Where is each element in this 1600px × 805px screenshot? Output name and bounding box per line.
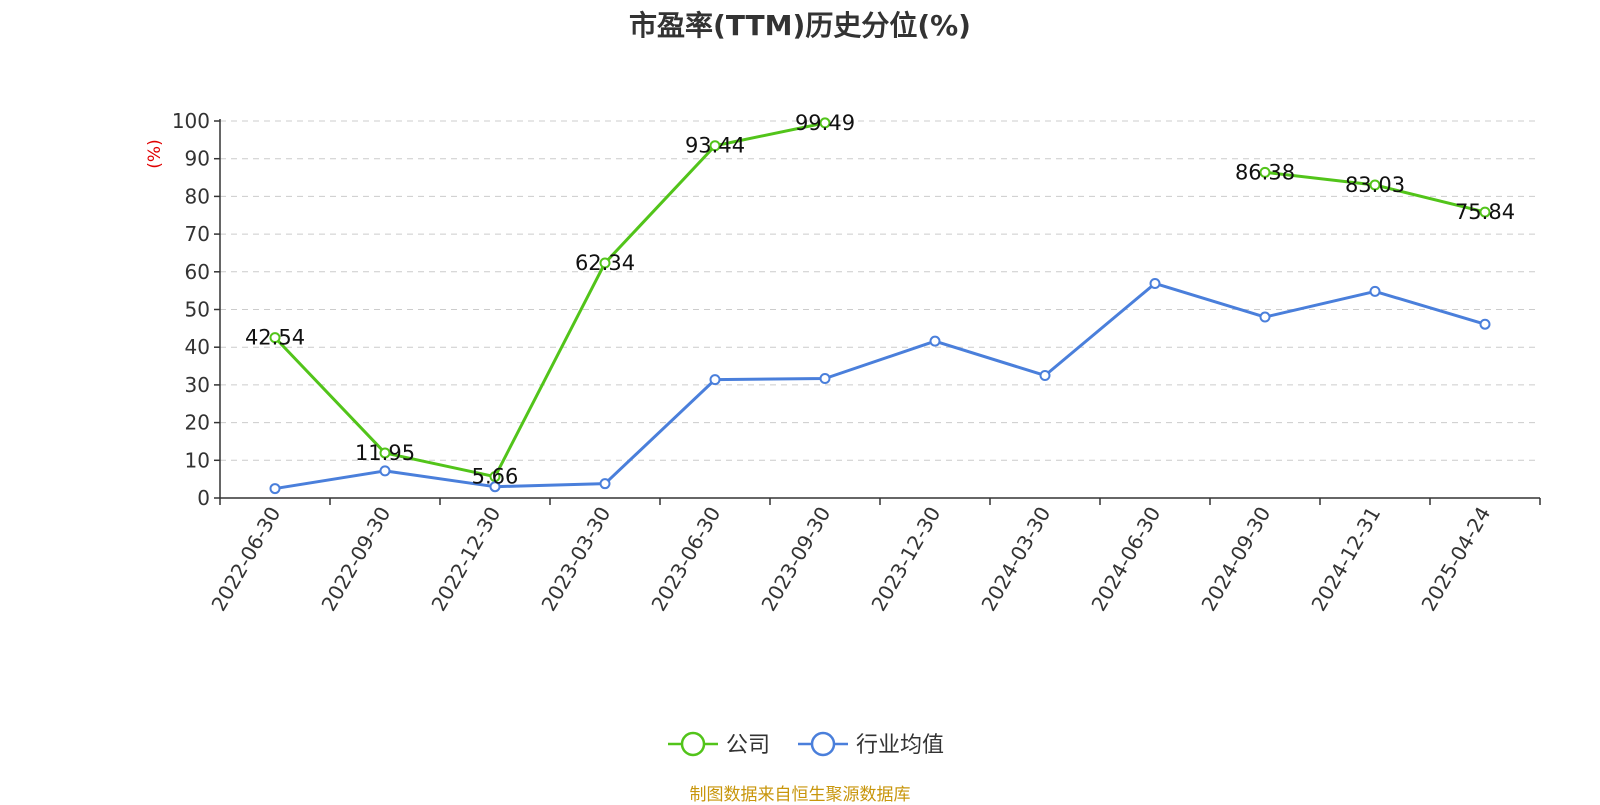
x-tick-label: 2024-03-30 — [976, 503, 1055, 616]
legend: 公司 行业均值 — [668, 731, 944, 758]
data-point — [819, 372, 831, 384]
data-point — [1479, 206, 1491, 218]
y-tick-label: 100 — [172, 109, 210, 133]
grid-lines — [220, 120, 1540, 461]
data-labels: 42.54 11.95 5.66 62.34 93.44 99.49 86.38 83.03 7… — [245, 111, 1515, 489]
y-tick-label: 80 — [185, 184, 210, 208]
chart-title: 市盈率(TTM)历史分位(%) — [629, 9, 971, 42]
series-layer — [269, 117, 1491, 495]
source-footnote: 制图数据来自恒生聚源数据库 — [689, 785, 911, 805]
data-point — [599, 257, 611, 269]
x-tick-label: 2024-06-30 — [1086, 503, 1165, 616]
legend-marker — [680, 731, 706, 757]
x-tick-label: 2023-03-30 — [536, 503, 615, 616]
data-point — [379, 465, 391, 477]
data-label: 62.34 — [575, 251, 635, 275]
legend-label: 公司 — [726, 733, 770, 758]
series-line — [273, 121, 826, 479]
data-label: 93.44 — [685, 134, 745, 158]
data-point — [379, 447, 391, 459]
legend-item: 公司 — [668, 731, 770, 758]
data-label: 5.66 — [472, 465, 519, 489]
data-point — [1259, 166, 1271, 178]
y-tick-label: 0 — [197, 486, 210, 510]
x-tick-label: 2022-12-30 — [426, 503, 505, 616]
legend-item: 行业均值 — [798, 731, 944, 758]
data-point — [489, 471, 501, 483]
data-point — [269, 483, 281, 495]
x-tick-labels: 2022-06-30 2022-09-30 2022-12-30 2023-03-30… — [206, 503, 1495, 616]
y-tick-label: 40 — [185, 335, 210, 359]
x-tick-label: 2024-09-30 — [1196, 503, 1275, 616]
axes — [214, 119, 1541, 505]
data-point — [819, 117, 831, 129]
data-label: 83.03 — [1345, 173, 1405, 197]
data-label: 11.95 — [355, 441, 415, 465]
y-tick-labels: 0 10 20 30 40 50 60 70 80 90 100 — [172, 109, 210, 510]
series-line — [274, 281, 1486, 491]
series-industry-average — [269, 277, 1491, 495]
x-tick-label: 2025-04-24 — [1416, 503, 1495, 616]
data-point — [1039, 369, 1051, 381]
x-tick-label: 2022-09-30 — [316, 503, 395, 616]
data-point — [709, 140, 721, 152]
data-label: 42.54 — [245, 326, 305, 350]
data-point — [269, 332, 281, 344]
data-point — [489, 481, 501, 493]
data-point — [1369, 179, 1381, 191]
x-tick-label: 2024-12-31 — [1306, 503, 1385, 616]
y-tick-label: 70 — [185, 222, 210, 246]
data-point — [1149, 277, 1161, 289]
y-tick-label: 20 — [185, 411, 210, 435]
legend-marker — [810, 731, 836, 757]
series-company — [269, 117, 1491, 483]
data-point — [1259, 311, 1271, 323]
data-label: 75.84 — [1455, 200, 1515, 224]
x-tick-label: 2023-09-30 — [756, 503, 835, 616]
x-tick-label: 2023-12-30 — [866, 503, 945, 616]
legend-label: 行业均值 — [856, 733, 944, 758]
data-point — [599, 478, 611, 490]
x-tick-label: 2023-06-30 — [646, 503, 725, 616]
data-point — [709, 374, 721, 386]
y-tick-label: 30 — [185, 373, 210, 397]
y-tick-label: 90 — [185, 147, 210, 171]
y-tick-label: 10 — [185, 448, 210, 472]
data-label: 99.49 — [795, 111, 855, 135]
data-point — [1369, 285, 1381, 297]
y-axis-label: (%) — [145, 139, 165, 168]
x-tick-label: 2022-06-30 — [206, 503, 285, 616]
data-point — [1479, 318, 1491, 330]
data-label: 86.38 — [1235, 160, 1295, 184]
y-tick-label: 60 — [185, 260, 210, 284]
data-point — [929, 335, 941, 347]
y-tick-label: 50 — [185, 298, 210, 322]
